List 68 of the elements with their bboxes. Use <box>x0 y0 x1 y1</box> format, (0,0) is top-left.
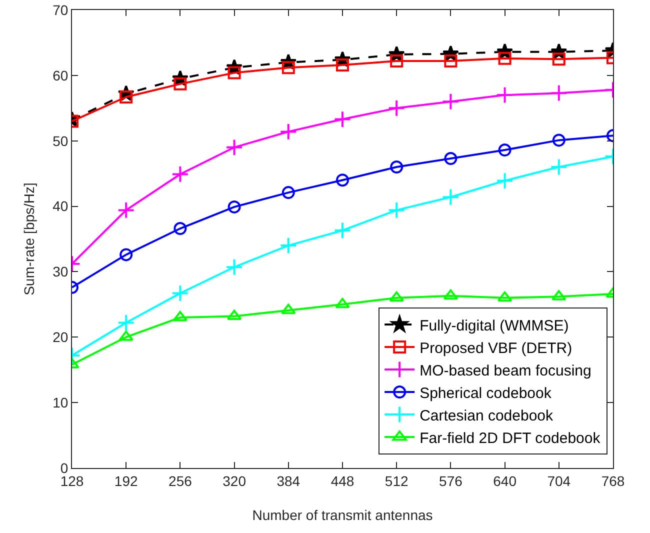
point <box>552 134 566 147</box>
y-tick-label: 50 <box>52 132 68 149</box>
point <box>280 123 298 140</box>
point <box>118 330 134 341</box>
point <box>280 236 298 254</box>
point <box>228 66 241 80</box>
point <box>172 284 189 302</box>
x-tick-label: 512 <box>384 472 408 489</box>
point <box>336 174 349 187</box>
x-tick-label: 704 <box>547 472 571 489</box>
point <box>334 222 352 240</box>
point <box>335 298 350 308</box>
point <box>117 314 135 332</box>
point <box>282 186 295 200</box>
point <box>334 110 352 128</box>
point <box>388 202 406 219</box>
x-tick-label: 320 <box>222 472 246 489</box>
legend-label: Far-field 2D DFT codebook <box>420 430 601 447</box>
point <box>444 152 458 166</box>
x-tick-label: 192 <box>114 472 138 489</box>
legend-label: Cartesian codebook <box>420 407 554 424</box>
point <box>496 172 514 190</box>
point <box>552 52 566 66</box>
x-tick-label: 448 <box>330 472 354 489</box>
point <box>497 291 512 302</box>
point <box>120 90 133 104</box>
y-tick-label: 20 <box>52 329 68 346</box>
point <box>442 92 460 110</box>
point <box>172 166 189 183</box>
point <box>226 138 243 156</box>
x-tick-label: 256 <box>168 472 192 489</box>
point <box>120 248 133 262</box>
x-tick-label: 384 <box>276 472 300 489</box>
x-tick-label: 576 <box>439 472 463 489</box>
point <box>226 258 243 276</box>
y-tick-label: 10 <box>52 394 68 410</box>
x-tick-label: 768 <box>601 472 625 489</box>
y-tick-label: 60 <box>52 67 68 84</box>
point <box>117 202 135 219</box>
point <box>443 289 458 300</box>
y-tick-label: 40 <box>52 198 68 214</box>
legend-label: MO-based beam focusing <box>420 362 592 380</box>
legend-label: Spherical codebook <box>420 384 552 402</box>
point <box>281 304 296 314</box>
legend-label: Fully-digital (WMMSE) <box>420 317 569 334</box>
point <box>444 54 458 68</box>
point <box>228 200 241 214</box>
point <box>336 58 349 72</box>
y-axis-title: Sum-rate [bps/Hz] <box>21 182 37 296</box>
x-tick-label: 640 <box>493 472 517 489</box>
x-axis-title: Number of transmit antennas <box>252 507 433 523</box>
y-tick-label: 70 <box>52 2 68 18</box>
point <box>498 52 512 65</box>
legend-label: Proposed VBF (DETR) <box>420 340 572 357</box>
y-tick-label: 30 <box>52 264 68 280</box>
point <box>550 158 568 176</box>
point <box>388 99 406 117</box>
point <box>550 84 568 102</box>
point <box>389 291 404 302</box>
point <box>442 188 460 206</box>
point <box>552 290 566 300</box>
point <box>282 61 295 74</box>
point <box>496 86 514 104</box>
point <box>174 77 187 90</box>
point <box>390 54 404 68</box>
point <box>174 222 187 236</box>
point <box>390 160 404 174</box>
point <box>498 144 512 157</box>
